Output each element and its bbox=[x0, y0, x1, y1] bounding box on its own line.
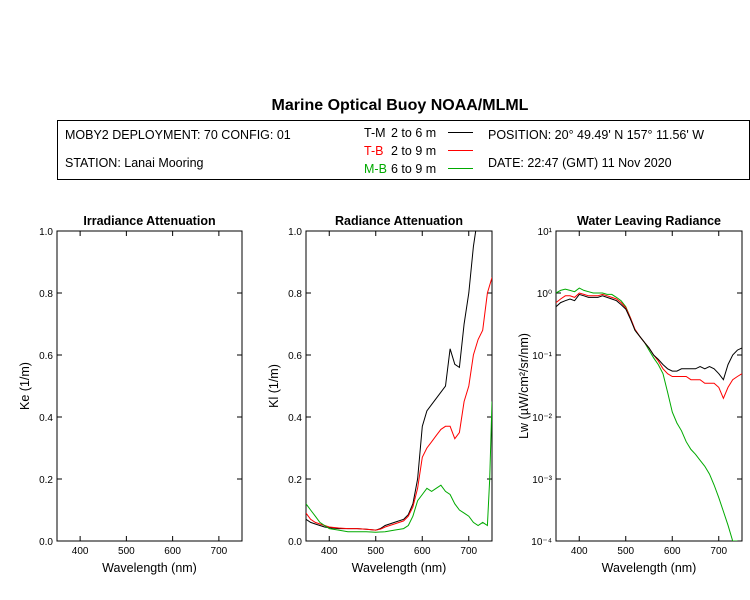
plot-title-1: Radiance Attenuation bbox=[335, 214, 463, 228]
plot-frame-0 bbox=[56, 230, 243, 542]
plot-frame-2 bbox=[555, 230, 743, 542]
series-line-2-T-M bbox=[556, 293, 742, 381]
legend-tm-range: 2 to 6 m bbox=[391, 126, 437, 140]
x-axis-label-1: Wavelength (nm) bbox=[352, 561, 447, 575]
legend-mb-code: M-B bbox=[364, 162, 387, 176]
legend-tm-line bbox=[448, 132, 473, 133]
x-tick-label-1-2: 600 bbox=[414, 546, 431, 557]
y-axis-label-2: Lw (µW/cm²/sr/nm) bbox=[517, 333, 531, 439]
x-axis-label-2: Wavelength (nm) bbox=[602, 561, 697, 575]
y-axis-label-1: Kl (1/m) bbox=[267, 364, 281, 408]
y-tick-label-0-0: 0.0 bbox=[39, 537, 53, 548]
y-tick-label-1-0: 0.0 bbox=[288, 537, 302, 548]
y-tick-label-2-3: 10⁻¹ bbox=[532, 351, 552, 362]
legend-mb-range: 6 to 9 m bbox=[391, 162, 437, 176]
date-text: DATE: 22:47 (GMT) 11 Nov 2020 bbox=[488, 156, 672, 170]
series-line-1-T-M bbox=[306, 231, 477, 531]
y-tick-label-0-3: 0.6 bbox=[39, 351, 53, 362]
x-tick-label-2-3: 700 bbox=[710, 546, 727, 557]
position-text: POSITION: 20° 49.49' N 157° 11.56' W bbox=[488, 128, 705, 142]
info-box: MOBY2 DEPLOYMENT: 70 CONFIG: 01 STATION:… bbox=[57, 120, 750, 180]
plot-title-2: Water Leaving Radiance bbox=[577, 214, 721, 228]
y-tick-label-2-5: 10¹ bbox=[538, 227, 553, 238]
y-tick-label-0-5: 1.0 bbox=[39, 227, 53, 238]
legend-tb-line bbox=[448, 150, 473, 151]
x-tick-label-1-1: 500 bbox=[367, 546, 384, 557]
x-tick-label-2-1: 500 bbox=[617, 546, 634, 557]
y-tick-label-2-1: 10⁻³ bbox=[532, 475, 552, 486]
plot-frame-1 bbox=[305, 230, 493, 542]
deployment-text: MOBY2 DEPLOYMENT: 70 CONFIG: 01 bbox=[65, 128, 291, 142]
series-line-2-M-B bbox=[556, 287, 738, 541]
y-tick-label-2-2: 10⁻² bbox=[532, 413, 552, 424]
y-tick-label-1-1: 0.2 bbox=[288, 475, 302, 486]
y-tick-label-1-4: 0.8 bbox=[288, 289, 302, 300]
main-title: Marine Optical Buoy NOAA/MLML bbox=[271, 97, 529, 114]
x-tick-label-0-3: 700 bbox=[211, 546, 228, 557]
x-tick-label-0-0: 400 bbox=[72, 546, 89, 557]
y-tick-label-1-3: 0.6 bbox=[288, 351, 302, 362]
x-tick-label-2-0: 400 bbox=[571, 546, 588, 557]
y-tick-label-0-2: 0.4 bbox=[39, 413, 53, 424]
plot-title-0: Irradiance Attenuation bbox=[83, 214, 215, 228]
x-tick-label-1-3: 700 bbox=[460, 546, 477, 557]
x-tick-label-1-0: 400 bbox=[321, 546, 338, 557]
legend-mb-line bbox=[448, 168, 473, 169]
x-tick-label-0-2: 600 bbox=[164, 546, 181, 557]
legend-tm-code: T-M bbox=[364, 126, 386, 140]
legend-tb-code: T-B bbox=[364, 144, 384, 158]
legend-tb-range: 2 to 9 m bbox=[391, 144, 437, 158]
y-tick-label-1-2: 0.4 bbox=[288, 413, 302, 424]
station-text: STATION: Lanai Mooring bbox=[65, 156, 204, 170]
series-line-2-T-B bbox=[556, 292, 742, 400]
series-line-1-T-B bbox=[306, 277, 492, 531]
y-tick-label-2-0: 10⁻⁴ bbox=[531, 537, 552, 548]
y-tick-label-2-4: 10⁰ bbox=[537, 289, 552, 300]
y-tick-label-0-1: 0.2 bbox=[39, 475, 53, 486]
y-tick-label-1-5: 1.0 bbox=[288, 227, 302, 238]
x-axis-label-0: Wavelength (nm) bbox=[102, 561, 197, 575]
y-axis-label-0: Ke (1/m) bbox=[18, 362, 32, 410]
series-line-1-M-B bbox=[306, 401, 492, 533]
x-tick-label-2-2: 600 bbox=[664, 546, 681, 557]
x-tick-label-0-1: 500 bbox=[118, 546, 135, 557]
y-tick-label-0-4: 0.8 bbox=[39, 289, 53, 300]
